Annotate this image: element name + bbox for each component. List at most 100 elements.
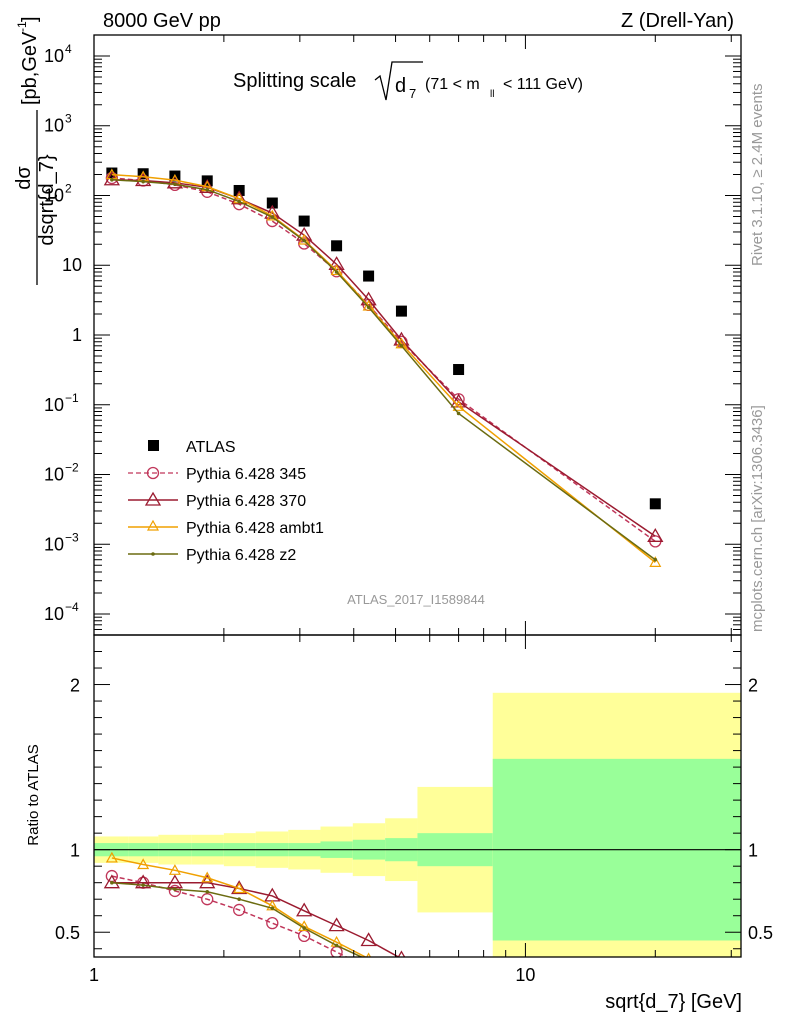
- line-p345: [111, 177, 656, 542]
- point-z2: [456, 411, 461, 416]
- ratio-point-z2: [400, 973, 404, 977]
- y-tick-label-ratio: 0.5: [55, 923, 80, 943]
- y-axis-label-ratio: Ratio to ATLAS: [25, 744, 42, 845]
- title-sqrt-sub: 7: [409, 86, 416, 101]
- y-tick-label-main: 10: [44, 116, 64, 136]
- legend-marker-z2: [151, 552, 155, 556]
- ratio-point-p345: [396, 976, 407, 987]
- ratio-point-z2: [302, 926, 306, 930]
- title-range-sub: ll: [490, 89, 494, 100]
- ratio-point-z2: [110, 880, 114, 885]
- main-panel-frame: [93, 34, 742, 636]
- y-tick-label-main: 10: [62, 255, 82, 275]
- ratio-point-ambt1: [105, 851, 118, 863]
- ratio-point-p370: [296, 902, 313, 917]
- legend-item-ambt1: Pythia 6.428 ambt1: [128, 519, 324, 537]
- y-tick-label-main: 10: [44, 395, 64, 415]
- title-main: Splitting scale: [233, 70, 356, 92]
- point-z2: [141, 179, 145, 184]
- y-tick-label-main-exp: −2: [65, 461, 79, 475]
- y-tick-label-main: 10: [44, 46, 64, 66]
- ylabel-num: dσ: [13, 166, 35, 190]
- ylabel-units: [pb,GeV: [19, 31, 41, 105]
- legend-marker-345: [146, 466, 160, 480]
- ratio-point-p345: [266, 916, 279, 930]
- ratio-point-p370: [452, 967, 466, 979]
- legend-marker-atlas: [148, 440, 159, 451]
- ratio-point-p345: [201, 893, 214, 906]
- legend-item-z2: Pythia 6.428 z2: [128, 547, 296, 564]
- ratio-line-ambt1: [111, 857, 368, 957]
- plot-title: Splitting scale d 7 (71 < m ll < 111 GeV…: [233, 61, 583, 101]
- ratio-point-z2: [367, 959, 371, 963]
- x-tick-label: 10: [515, 965, 535, 985]
- ratio-point-p370: [397, 950, 406, 957]
- point-z2: [270, 215, 275, 219]
- y-tick-label-ratio-right: 0.5: [748, 923, 773, 943]
- y-tick-label-ratio-right: 1: [748, 841, 758, 861]
- ratio-point-ambt1: [233, 882, 246, 894]
- ratio-point-p370: [135, 874, 152, 889]
- ratio-line-p370: [111, 881, 401, 957]
- legend-label-345: Pythia 6.428 345: [186, 466, 306, 483]
- ylabel-units-exp: -1: [15, 21, 29, 32]
- ratio-point-z2: [205, 889, 210, 894]
- y-tick-label-main-exp: 3: [65, 112, 72, 126]
- ratio-point-ambt1: [137, 858, 150, 870]
- ratio-point-ambt1: [454, 980, 464, 989]
- legend-label-z2: Pythia 6.428 z2: [186, 547, 296, 564]
- ratio-point-p370: [103, 874, 120, 889]
- point-p370: [135, 172, 152, 187]
- ratio-point-z2: [141, 883, 145, 887]
- ratio-point-ambt1: [201, 871, 214, 883]
- mcplots-label: mcplots.cern.ch [arXiv:1306.3436]: [749, 405, 766, 632]
- ratio-point-p345: [363, 963, 374, 974]
- y-tick-label-main: 10: [44, 465, 64, 485]
- y-tick-label-main-exp: 2: [65, 181, 72, 195]
- ratio-point-p370: [360, 932, 377, 947]
- x-tick-label: 1: [89, 965, 99, 985]
- point-p370: [328, 256, 345, 271]
- y-tick-label-main-exp: −3: [65, 530, 79, 544]
- line-p370: [111, 179, 656, 537]
- point-ambt1: [452, 400, 465, 411]
- line-ambt1: [111, 173, 656, 563]
- point-z2: [399, 344, 404, 348]
- data-point-atlas: [395, 305, 407, 317]
- ratio-point-p370: [328, 917, 345, 932]
- point-z2: [173, 182, 177, 187]
- y-axis-label-top: dσ dsqrt{d_7} [pb,GeV -1 ]: [13, 16, 58, 285]
- y-tick-label-main: 10: [44, 604, 64, 624]
- ratio-point-z2: [457, 985, 461, 989]
- legend-marker-ambt1: [146, 519, 160, 531]
- point-p345: [298, 237, 311, 250]
- x-axis-label: sqrt{d_7} [GeV]: [605, 991, 742, 1013]
- y-tick-label-ratio-right: 2: [748, 676, 758, 696]
- ratio-point-p345: [330, 945, 343, 957]
- ylabel-units-close: ]: [19, 16, 41, 22]
- ratio-point-ambt1: [168, 864, 181, 875]
- point-z2: [205, 187, 210, 192]
- data-point-atlas: [298, 215, 310, 227]
- y-tick-label-main: 1: [72, 325, 82, 345]
- ratio-line-z2: [111, 881, 364, 957]
- ratio-panel-frame: [93, 634, 742, 958]
- point-z2: [302, 238, 306, 243]
- sqrt-symbol: [374, 61, 423, 101]
- point-p370: [360, 291, 377, 306]
- data-point-atlas: [331, 240, 343, 252]
- point-p370: [647, 528, 664, 542]
- data-point-atlas: [363, 270, 375, 282]
- ratio-panel-series: [94, 849, 741, 989]
- title-range-pre: (71 < m: [425, 76, 480, 93]
- point-z2: [366, 305, 371, 310]
- data-point-atlas: [453, 364, 465, 376]
- line-z2: [111, 179, 656, 561]
- legend-label-ambt1: Pythia 6.428 ambt1: [186, 520, 324, 537]
- data-point-atlas: [649, 498, 661, 510]
- point-z2: [237, 199, 241, 204]
- legend-item-345: Pythia 6.428 345: [128, 466, 306, 483]
- ratio-point-p345: [168, 884, 182, 898]
- ratio-point-z2: [270, 906, 275, 911]
